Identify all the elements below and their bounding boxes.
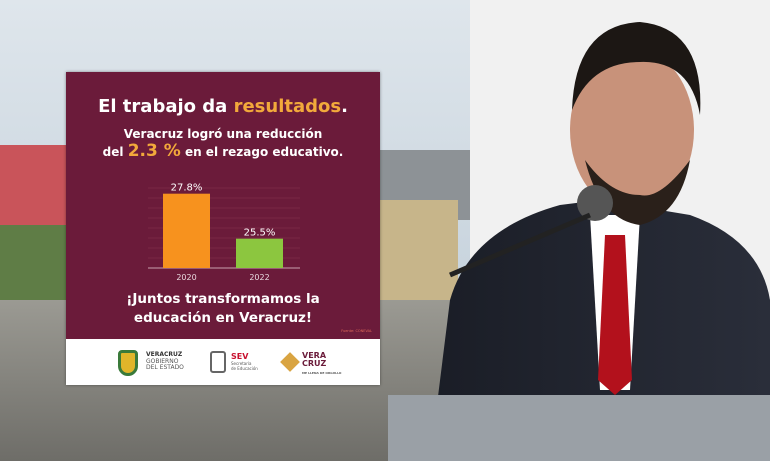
subtitle-pre: del [102, 145, 128, 159]
veracruz-shield-logo [118, 350, 138, 376]
infographic: El trabajo da resultados. Veracruz logró… [66, 72, 380, 385]
closing-line2: educación en Veracruz! [133, 310, 313, 326]
closing-message: ¡Juntos transformamos la educación en Ve… [66, 290, 380, 328]
veracruz-brand-logo [280, 352, 300, 372]
sev-logo [210, 351, 226, 373]
title-prefix: El trabajo da [98, 96, 234, 117]
x-tick-label-2020: 2020 [176, 273, 196, 282]
subtitle-highlight: 2.3 % [127, 141, 181, 161]
title-highlight: resultados [233, 96, 342, 117]
infographic-subtitle: Veracruz logró una reducción del 2.3 % e… [66, 126, 380, 161]
logo-footer: VERACRUZ GOBIERNO DEL ESTADO SEV Secretaría… [66, 339, 380, 385]
closing-line1: ¡Juntos transformamos la [126, 291, 320, 307]
x-tick-label-2022: 2022 [249, 273, 269, 282]
data-label-2020: 27.8% [171, 183, 203, 194]
subtitle-post: en el rezago educativo. [180, 145, 344, 159]
bar-2020 [163, 193, 210, 268]
subtitle-line1: Veracruz logró una reducción [123, 127, 323, 141]
veracruz-gobierno-logo-text: VERACRUZ GOBIERNO DEL ESTADO [146, 351, 184, 371]
bar-chart: 27.8% 2020 25.5% 2022 [148, 183, 300, 282]
source-note: Fuente: CONEVAL [341, 329, 372, 333]
veracruz-brand-text: VERA CRUZ ME LLENA DE ORGULLO [302, 351, 342, 376]
title-suffix: . [341, 96, 348, 117]
bar-2022 [236, 238, 283, 268]
data-label-2022: 25.5% [244, 228, 276, 239]
infographic-title: El trabajo da resultados. [66, 96, 380, 117]
sev-logo-text: SEV Secretaría de Educación [231, 352, 258, 371]
